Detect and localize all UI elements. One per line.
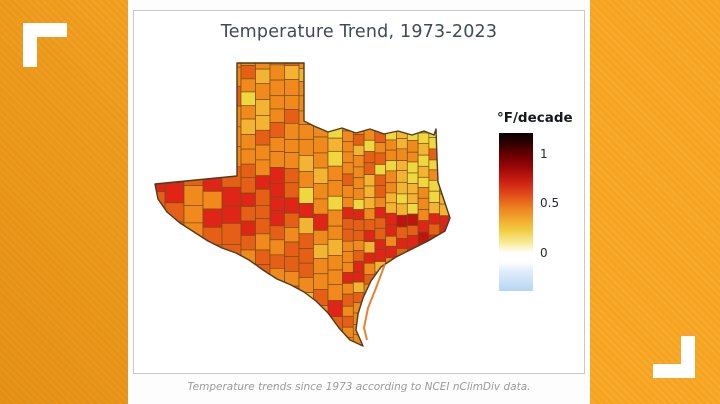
colorbar-tick-label: 0 [540, 246, 548, 261]
map-card: Temperature Trend, 1973-2023 °F/decade 1… [133, 10, 585, 374]
colorbar-legend: °F/decade 1 0.5 0 [495, 110, 581, 291]
corner-bracket-top-left-icon [23, 23, 67, 67]
map-title: Temperature Trend, 1973-2023 [220, 22, 498, 42]
content-strip: Temperature Trend, 1973-2023 °F/decade 1… [128, 0, 590, 404]
colorbar-tick-label: 0.5 [540, 195, 560, 210]
colorbar-tick-label: 1 [540, 146, 548, 161]
colorbar-unit-label: °F/decade [497, 110, 573, 126]
corner-bracket-bottom-right-icon [653, 336, 695, 378]
colorbar-gradient [499, 133, 533, 291]
source-caption: Temperature trends since 1973 according … [187, 381, 531, 393]
colorbar: 1 0.5 0 [499, 133, 559, 291]
